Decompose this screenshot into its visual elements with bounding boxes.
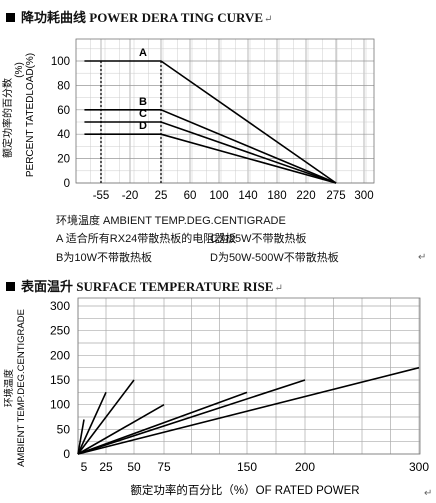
series-line-c [84,121,337,184]
series-line-d [84,133,337,184]
rise-line-1 [77,419,85,455]
x-tick-label: 140 [238,190,257,202]
note-d: D为50W-500W不带散热板 [210,252,339,264]
surface-title-text: 表面温升 SURFACE TEMPERATURE RISE [21,279,274,294]
series-label-c: C [139,108,147,120]
derating-title-text: 降功耗曲线 POWER DERA TING CURVE [21,10,263,25]
x-tick-label: 300 [354,190,373,202]
x-tick-label: 150 [237,460,257,474]
note-b: B为10W不带散热板 [56,252,152,264]
return-mark: ↵ [418,252,427,263]
rise-line-6 [77,379,306,455]
x-tick-label: 200 [295,460,315,474]
x-tick-label: 60 [184,190,197,202]
derating-title: 降功耗曲线 POWER DERA TING CURVE↵ [6,7,272,26]
bullet-square-icon [6,13,15,22]
y-axis-label-unit: (%) [14,62,25,78]
ambient-xlabel: 环境温度 AMBIENT TEMP.DEG.CENTIGRADE [56,215,286,227]
plot-frame [77,297,421,455]
x-tick-label: 5 [81,460,88,474]
x-tick-label: 300 [409,460,429,474]
series-label-b: B [139,96,147,108]
note-c: C为25W不带散热板 [210,233,307,245]
rise-line-5 [77,391,248,455]
y-tick-label: 0 [63,447,70,461]
rise-line-4 [77,403,165,455]
x-tick-label: 25 [155,190,168,202]
y-tick-label: 20 [57,154,70,166]
y-tick-label: 0 [64,178,70,190]
y-axis-label-en: AMBIENT TEMP.DEG.CENTIGRADE [16,309,27,467]
series-label-a: A [139,47,147,59]
plot-frame [75,38,375,184]
bullet-square-icon [6,282,15,291]
x-tick-label: 180 [267,190,286,202]
series-line-a [84,60,337,184]
x-tick-label: 275 [326,190,345,202]
y-tick-label: 200 [50,348,70,362]
y-tick-label: 40 [57,129,70,141]
y-axis-label-cn: 环境温度 [3,369,15,408]
x-tick-label: 25 [99,460,113,474]
y-tick-label: 50 [57,422,71,436]
y-tick-label: 100 [51,56,70,68]
y-tick-label: 80 [57,80,70,92]
y-axis-label-cn: 额定功率的百分数 [1,78,14,158]
x-tick-label: -20 [122,190,139,202]
x-tick-label: 100 [209,190,228,202]
surface-title: 表面温升 SURFACE TEMPERATURE RISE↵ [6,276,283,295]
rise-line-3 [77,379,135,455]
x-tick-label: -55 [93,190,110,202]
derating-chart: A BCD -55 -20 25 60 100 140 180 220 275 300 0 20 40 60 8… [1,38,375,202]
y-tick-label: 150 [50,373,70,387]
rise-line-2 [77,392,107,455]
y-axis-label-en: PERCENT TATEDLOAD(%) [25,53,36,177]
y-tick-label: 60 [57,105,70,117]
x-tick-label: 50 [127,460,141,474]
note-a: A 适合所有RX24带散热板的电阻器板 [56,233,237,245]
y-tick-label: 100 [50,398,70,412]
x-tick-label: 75 [157,460,171,474]
x-axis-label: 额定功率的百分比（%）OF RATED POWER [130,483,359,497]
y-tick-label: 250 [50,324,70,338]
y-tick-label: 300 [50,299,70,313]
return-mark: ↵ [424,488,433,499]
series-label-d: D [139,120,147,132]
rise-line-7 [77,366,420,455]
x-tick-label: 220 [296,190,315,202]
series-line-b [84,109,337,184]
